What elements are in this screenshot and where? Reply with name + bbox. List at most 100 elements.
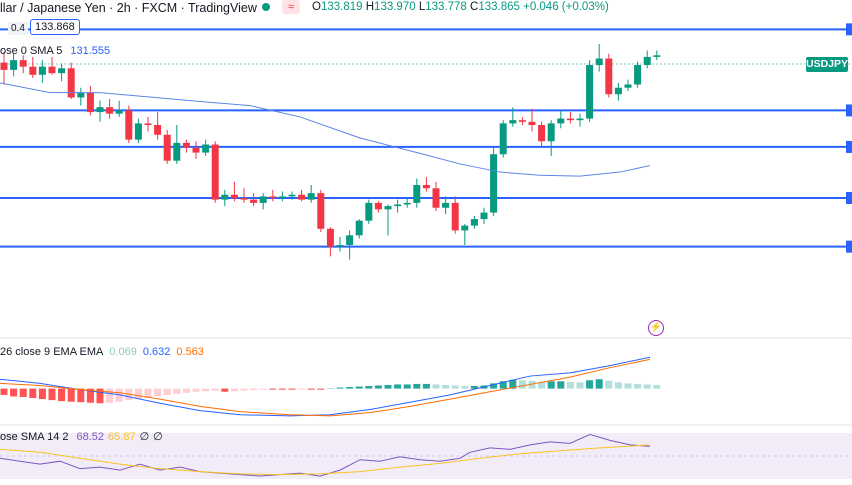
macd-bar — [394, 384, 402, 389]
level-marker-0 — [846, 23, 852, 36]
macd-bar — [86, 388, 94, 403]
candle-body — [67, 68, 75, 98]
sma-indicator-label[interactable]: ose 0 SMA 5 131.555 — [0, 45, 110, 57]
candle-body — [432, 188, 440, 208]
candle-body — [173, 142, 181, 161]
macd-bar — [490, 383, 498, 389]
candle-body — [307, 193, 315, 200]
macd-bar — [29, 388, 37, 399]
macd-bar — [144, 388, 152, 399]
macd-bar — [451, 385, 459, 389]
macd-bar — [586, 380, 594, 389]
buy-price-box[interactable]: 133.868 — [30, 19, 80, 35]
macd-bar — [528, 380, 536, 389]
candle-body — [509, 120, 517, 124]
candle-body — [317, 193, 325, 229]
macd-histogram — [0, 379, 661, 404]
candle-body — [355, 220, 363, 236]
macd-hist-value: 0.069 — [109, 346, 137, 358]
candle-body — [259, 196, 267, 203]
rsi-extra-2: ∅ — [153, 431, 163, 443]
bolt-icon[interactable]: ⚡ — [648, 320, 664, 336]
macd-bar — [643, 384, 651, 389]
candle-body — [58, 68, 66, 74]
macd-bar — [403, 384, 411, 389]
candle-body — [547, 123, 555, 142]
macd-bar — [442, 384, 450, 389]
macd-bar — [566, 381, 574, 389]
macd-bar — [163, 388, 171, 395]
macd-bar — [509, 379, 517, 389]
level-marker-3 — [846, 192, 852, 204]
macd-bar — [317, 388, 325, 390]
macd-bar — [10, 388, 18, 397]
candle-body — [182, 142, 190, 148]
macd-bar — [557, 381, 565, 389]
change-value: +0.046 (+0.03%) — [523, 1, 609, 13]
candle-body — [528, 121, 536, 126]
candle-body — [86, 92, 94, 113]
macd-bar — [19, 388, 27, 397]
macd-indicator-label[interactable]: 26 close 9 EMA EMA 0.069 0.632 0.563 — [0, 346, 204, 358]
high-value: 133.970 — [374, 1, 416, 13]
candle-body — [240, 198, 248, 200]
rsi-value: 68.52 — [76, 431, 105, 443]
market-open-dot — [262, 3, 270, 11]
macd-value: 0.632 — [142, 346, 171, 358]
candle-body — [653, 55, 661, 57]
close-value: 133.865 — [478, 1, 520, 13]
sma-line — [0, 82, 651, 177]
macd-bar — [355, 386, 363, 389]
macd-bar — [384, 384, 392, 389]
candle-body — [288, 194, 296, 197]
candle-body — [557, 118, 565, 124]
macd-bar — [518, 380, 526, 389]
macd-bar — [374, 385, 382, 389]
sma-label-text: ose 0 SMA 5 — [0, 45, 63, 57]
macd-bar — [38, 388, 46, 400]
macd-bar — [432, 384, 440, 389]
candle-body — [346, 235, 354, 246]
candle-body — [480, 212, 488, 220]
candle-body — [614, 87, 622, 95]
candle-body — [442, 202, 450, 208]
candle-body — [518, 120, 526, 122]
macd-bar — [298, 388, 306, 390]
open-value: 133.819 — [320, 1, 363, 13]
level-marker-2 — [846, 140, 852, 153]
macd-bar — [326, 388, 334, 390]
macd-bar — [106, 388, 114, 403]
wave-icon[interactable]: ≈ — [282, 0, 300, 14]
macd-bar — [413, 383, 421, 389]
macd-bar — [211, 388, 219, 391]
candle-body — [643, 56, 651, 66]
macd-bar — [470, 386, 478, 389]
candle-body — [144, 123, 152, 126]
high-label: H — [365, 1, 375, 13]
candle-body — [566, 118, 574, 121]
candle-body — [634, 65, 642, 85]
candle-body — [125, 110, 133, 140]
candle-body — [586, 65, 594, 119]
candle-body — [134, 123, 142, 140]
sma-value: 131.555 — [70, 45, 111, 57]
candle-body — [29, 66, 37, 75]
candle-body — [374, 202, 382, 210]
candle-body — [221, 194, 229, 200]
rsi-label-text: ose SMA 14 2 — [0, 431, 69, 443]
close-label: C — [470, 1, 479, 13]
macd-bar — [67, 388, 75, 402]
candle-body — [163, 134, 171, 161]
candle-body — [250, 199, 258, 203]
macd-bar — [576, 382, 584, 389]
candle-body — [624, 84, 632, 88]
macd-bar — [173, 388, 181, 394]
rsi-indicator-label[interactable]: ose SMA 14 2 68.52 65.87 ∅ ∅ — [0, 430, 163, 443]
candle-body — [576, 118, 584, 121]
candles — [0, 43, 661, 260]
candle-body — [595, 58, 603, 66]
macd-bar — [595, 379, 603, 389]
candle-body — [0, 62, 8, 70]
ohlc-readout: O133.819 H133.970 L133.778 C133.865 +0.0… — [312, 1, 609, 13]
